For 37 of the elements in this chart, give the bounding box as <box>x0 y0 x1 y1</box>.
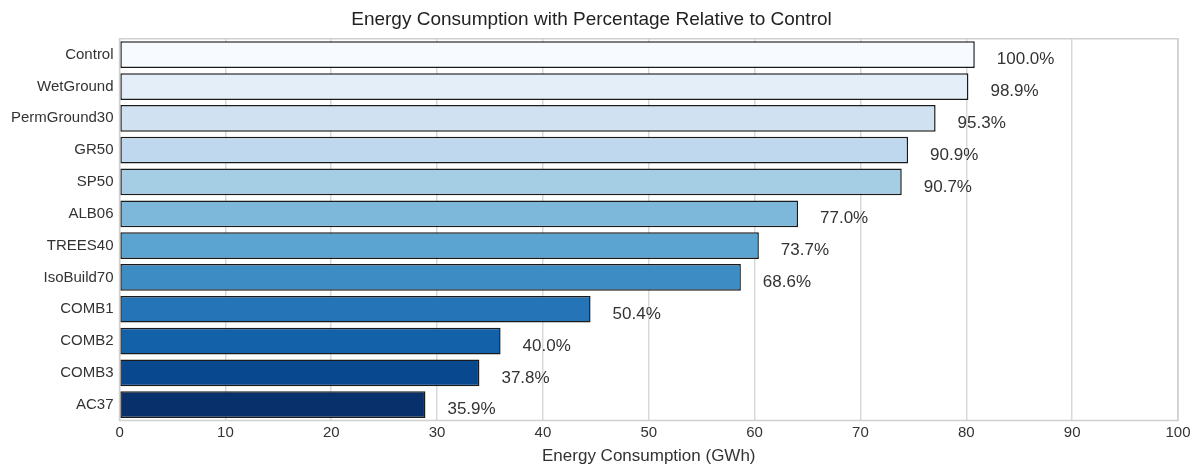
x-tick-label: 100 <box>1165 422 1191 440</box>
y-tick-label: COMB2 <box>60 331 114 349</box>
annotation: 35.9% <box>447 399 496 419</box>
y-tick-label: ALB06 <box>68 203 114 221</box>
x-tick-label: 50 <box>640 422 658 440</box>
y-tick-label: GR50 <box>74 140 114 158</box>
y-tick-label: COMB1 <box>60 299 114 317</box>
annotation: 95.3% <box>957 113 1006 133</box>
y-tick-label: COMB3 <box>60 363 114 381</box>
y-tick-label: SP50 <box>76 172 114 190</box>
annotation: 40.0% <box>522 335 571 355</box>
x-tick-label: 10 <box>217 422 234 440</box>
annotation: 50.4% <box>612 303 661 323</box>
annotation: 77.0% <box>820 208 869 228</box>
annotation: 37.8% <box>501 367 550 387</box>
y-tick-label: WetGround <box>37 76 114 94</box>
chart-title: Energy Consumption with Percentage Relative to Control <box>351 7 832 29</box>
x-tick-label: 40 <box>534 422 552 440</box>
annotation: 90.9% <box>930 144 979 164</box>
annotation: 68.6% <box>762 272 812 292</box>
y-tick-label: IsoBuild70 <box>43 267 114 285</box>
y-tick-label: Control <box>65 44 114 62</box>
x-tick-label: 20 <box>322 422 340 440</box>
x-tick-label: 90 <box>1063 422 1081 440</box>
y-tick-label: PermGround30 <box>10 108 114 126</box>
annotation: 73.7% <box>780 240 830 260</box>
x-tick-label: 70 <box>852 422 869 440</box>
annotation: 100.0% <box>996 49 1055 69</box>
x-tick-label: 60 <box>746 422 763 440</box>
annotation: 98.9% <box>990 81 1039 101</box>
y-tick-label: TREES40 <box>46 235 114 253</box>
x-tick-label: 0 <box>115 422 124 440</box>
y-tick-label: AC37 <box>76 394 114 412</box>
x-tick-label: 30 <box>428 422 446 440</box>
annotation: 90.7% <box>923 176 972 196</box>
x-tick-label: 80 <box>957 422 975 440</box>
x-axis-title: Energy Consumption (GWh) <box>542 446 756 466</box>
